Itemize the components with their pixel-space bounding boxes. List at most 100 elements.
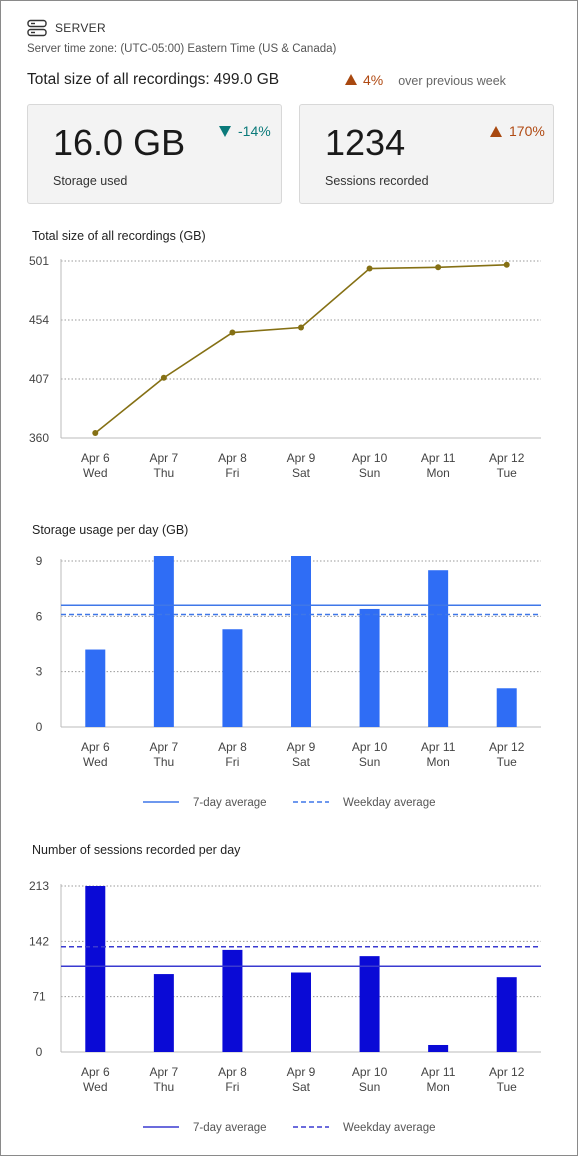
x-tick-label-date: Apr 9 <box>287 740 316 754</box>
bar <box>428 1044 449 1052</box>
x-tick-label-day: Sun <box>359 1080 380 1094</box>
bar <box>153 556 174 727</box>
sessions-recorded-value: 1234 <box>325 122 406 163</box>
x-tick-label-date: Apr 11 <box>421 740 456 754</box>
x-tick-label-date: Apr 7 <box>150 1065 179 1079</box>
bar <box>359 956 380 1052</box>
y-tick-label: 454 <box>29 313 49 327</box>
x-tick-label-day: Thu <box>154 1080 175 1094</box>
storage-used-caption: Storage used <box>53 174 128 188</box>
x-tick-label-day: Wed <box>83 755 107 769</box>
y-tick-label: 501 <box>29 254 49 268</box>
legend-weekday-label: Weekday average <box>343 1122 435 1134</box>
sessions-recorded-card: 1234 Sessions recorded 170% <box>299 104 554 204</box>
x-tick-label-day: Fri <box>225 755 239 769</box>
x-tick-label-day: Wed <box>83 1080 107 1094</box>
y-tick-label: 360 <box>29 431 49 445</box>
data-point <box>229 329 236 336</box>
x-tick-label-date: Apr 10 <box>352 451 388 465</box>
x-tick-label-day: Sun <box>359 466 380 480</box>
y-tick-label: 0 <box>36 1045 43 1059</box>
legend-seven-day-label: 7-day average <box>193 1122 267 1134</box>
x-tick-label-date: Apr 9 <box>287 451 316 465</box>
y-tick-label: 213 <box>29 879 49 893</box>
bar <box>291 972 311 1052</box>
x-tick-label-date: Apr 10 <box>352 1065 388 1079</box>
x-tick-label-date: Apr 12 <box>489 451 525 465</box>
x-tick-label-date: Apr 6 <box>81 451 110 465</box>
x-tick-label-day: Wed <box>83 466 107 480</box>
bar <box>496 977 517 1052</box>
weekly-change-percent: 4% <box>363 72 384 88</box>
data-point <box>160 374 167 381</box>
y-tick-label: 407 <box>29 372 49 386</box>
total-size-value: 499.0 GB <box>213 71 280 88</box>
x-tick-label-day: Tue <box>497 466 518 480</box>
data-point <box>298 324 304 331</box>
server-time-zone: Server time zone: (UTC-05:00) Eastern Ti… <box>27 43 337 55</box>
y-tick-label: 142 <box>29 934 49 948</box>
legend-weekday-label: Weekday average <box>343 797 435 809</box>
x-tick-label-date: Apr 12 <box>489 740 525 754</box>
total-size-summary: Total size of all recordings: 499.0 GB <box>27 71 279 89</box>
data-point <box>435 264 442 271</box>
x-tick-label-day: Mon <box>426 466 449 480</box>
data-point <box>92 429 99 436</box>
bar <box>359 608 380 727</box>
server-icon <box>27 19 47 37</box>
x-tick-label-date: Apr 11 <box>421 1065 456 1079</box>
bar <box>428 570 449 727</box>
bar <box>291 556 311 727</box>
x-tick-label-day: Sun <box>359 755 380 769</box>
sessions-recorded-delta: 170% <box>490 123 545 139</box>
x-tick-label-date: Apr 7 <box>150 740 179 754</box>
y-tick-label: 0 <box>36 720 43 734</box>
sessions-chart-title: Number of sessions recorded per day <box>32 843 241 857</box>
series-line <box>94 263 507 434</box>
bar <box>222 629 243 727</box>
total-size-chart-title: Total size of all recordings (GB) <box>32 229 206 243</box>
bar <box>153 974 174 1052</box>
triangle-down-icon <box>219 125 231 137</box>
triangle-up-icon <box>345 74 357 85</box>
x-tick-label-date: Apr 8 <box>218 451 247 465</box>
x-tick-label-day: Mon <box>426 1080 449 1094</box>
storage-used-card: 16.0 GB Storage used -14% <box>27 104 282 204</box>
sessions-recorded-caption: Sessions recorded <box>325 174 429 188</box>
server-header: SERVER <box>27 18 106 38</box>
x-tick-label-day: Tue <box>497 1080 518 1094</box>
x-tick-label-day: Sat <box>292 466 311 480</box>
x-tick-label-date: Apr 6 <box>81 1065 110 1079</box>
x-tick-label-day: Fri <box>225 466 239 480</box>
x-tick-label-day: Fri <box>225 1080 239 1094</box>
x-tick-label-day: Sat <box>292 755 311 769</box>
bar <box>222 949 243 1052</box>
weekly-change-note: over previous week <box>398 74 506 88</box>
bar <box>496 688 517 727</box>
x-tick-label-date: Apr 6 <box>81 740 110 754</box>
x-tick-label-date: Apr 8 <box>218 740 247 754</box>
storage-used-delta: -14% <box>219 123 271 139</box>
x-tick-label-date: Apr 8 <box>218 1065 247 1079</box>
y-tick-label: 6 <box>36 609 43 623</box>
bar <box>85 649 106 727</box>
storage-usage-chart-title: Storage usage per day (GB) <box>32 523 189 537</box>
total-size-label: Total size of all recordings: <box>27 71 210 88</box>
weekly-change: 4% over previous week <box>345 72 506 88</box>
x-tick-label-date: Apr 12 <box>489 1065 525 1079</box>
x-tick-label-date: Apr 10 <box>352 740 388 754</box>
sessions-recorded-delta-value: 170% <box>509 123 545 139</box>
legend-seven-day-label: 7-day average <box>193 797 267 809</box>
y-tick-label: 71 <box>32 990 46 1004</box>
y-tick-label: 3 <box>36 665 43 679</box>
x-tick-label-day: Sat <box>292 1080 311 1094</box>
data-point <box>503 261 510 268</box>
y-tick-label: 9 <box>36 554 43 568</box>
storage-used-value: 16.0 GB <box>53 122 186 163</box>
bar <box>85 886 106 1052</box>
triangle-up-icon <box>490 125 502 137</box>
